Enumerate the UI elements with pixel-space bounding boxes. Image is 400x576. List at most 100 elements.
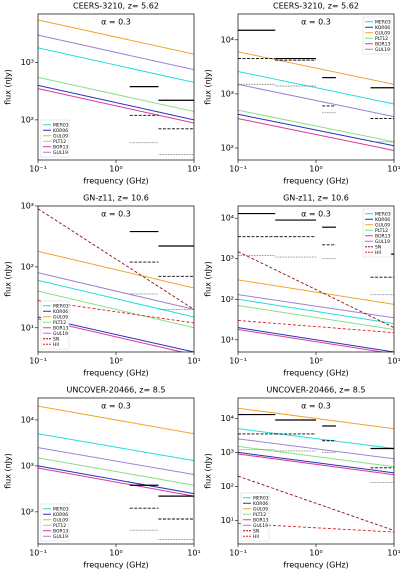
plot-area bbox=[38, 405, 194, 540]
legend-label: KOR06 bbox=[375, 25, 390, 31]
x-tick-label: 10¹ bbox=[187, 165, 200, 174]
series-line bbox=[38, 47, 194, 83]
series-line bbox=[238, 453, 394, 476]
y-tick-label: 10³ bbox=[221, 448, 234, 457]
x-tick-label: 10¹ bbox=[387, 165, 400, 174]
plot-frame bbox=[37, 205, 195, 353]
series-line bbox=[238, 428, 394, 450]
x-tick-label: 10⁰ bbox=[109, 549, 122, 558]
x-axis-label: frequency (GHz) bbox=[83, 177, 148, 186]
legend-label: MER03 bbox=[375, 211, 391, 217]
legend-label: GUL09 bbox=[53, 517, 68, 523]
series-line bbox=[238, 294, 394, 319]
legend-label: HII bbox=[375, 250, 381, 256]
y-axis-label: flux (nJy) bbox=[204, 261, 213, 297]
x-axis-label: frequency (GHz) bbox=[283, 369, 348, 378]
series-line bbox=[38, 272, 194, 310]
series-line bbox=[38, 467, 194, 497]
legend-box bbox=[40, 119, 70, 158]
x-tick-label: 10⁰ bbox=[309, 165, 322, 174]
legend-label: SN bbox=[53, 336, 59, 342]
series-line bbox=[38, 76, 194, 112]
legend-label: GUL09 bbox=[375, 222, 390, 228]
legend-label: SN bbox=[253, 528, 259, 534]
y-axis-label: flux (nJy) bbox=[4, 261, 13, 297]
series-line bbox=[238, 51, 394, 85]
legend-label: MER03 bbox=[53, 506, 69, 512]
series-line bbox=[38, 457, 194, 486]
y-axis-label: flux (nJy) bbox=[4, 69, 13, 105]
legend-label: PLT12 bbox=[53, 320, 66, 326]
series-line bbox=[38, 250, 194, 289]
annotation: α = 0.3 bbox=[101, 210, 131, 219]
x-tick-label: 10⁰ bbox=[309, 357, 322, 366]
panel: CEERS-3210, z= 5.62 frequency (GHz) flux (… bbox=[204, 2, 400, 186]
series-line bbox=[38, 290, 194, 329]
x-tick-label: 10⁰ bbox=[309, 549, 322, 558]
series-line bbox=[238, 328, 386, 352]
x-tick-label: 10⁰ bbox=[109, 357, 122, 366]
legend-box bbox=[40, 300, 70, 350]
x-tick-label: 10¹ bbox=[187, 357, 200, 366]
x-tick-label: 10⁰ bbox=[109, 165, 122, 174]
series-line bbox=[38, 34, 194, 71]
annotation: α = 0.3 bbox=[101, 18, 131, 27]
series-line bbox=[38, 19, 194, 55]
y-tick-label: 10² bbox=[21, 262, 34, 271]
series-line bbox=[238, 279, 394, 305]
series-line bbox=[238, 320, 394, 334]
legend-label: KOR06 bbox=[375, 217, 390, 223]
y-tick-label: 10¹ bbox=[21, 323, 34, 332]
legend-label: BOR13 bbox=[53, 528, 69, 534]
series-line bbox=[38, 88, 194, 124]
legend-label: PLT12 bbox=[253, 512, 266, 518]
legend-label: GUL09 bbox=[53, 133, 68, 139]
legend-box bbox=[40, 503, 70, 542]
legend-label: BOR13 bbox=[253, 517, 269, 523]
x-tick-label: 10⁻¹ bbox=[29, 165, 47, 174]
panel: GN-z11, z= 10.6 frequency (GHz) flux (nJy)… bbox=[4, 194, 201, 378]
series-line bbox=[238, 83, 394, 118]
plot-frame bbox=[237, 13, 395, 161]
plot-area bbox=[238, 407, 394, 533]
y-tick-label: 10⁴ bbox=[221, 214, 234, 223]
legend-box bbox=[362, 16, 392, 55]
legend-label: GUL09 bbox=[53, 314, 68, 320]
legend-label: HII bbox=[253, 534, 259, 540]
legend-label: GUL19 bbox=[375, 239, 390, 245]
y-tick-label: 10³ bbox=[21, 461, 34, 470]
y-axis-label: flux (nJy) bbox=[4, 453, 13, 489]
series-line bbox=[238, 298, 394, 325]
y-tick-label: 10² bbox=[221, 143, 234, 152]
legend-label: MER03 bbox=[253, 495, 269, 501]
series-line bbox=[38, 208, 194, 310]
y-tick-label: 10¹ bbox=[221, 335, 234, 344]
legend-box bbox=[240, 492, 270, 542]
series-line bbox=[38, 465, 194, 495]
panel-title: GN-z11, z= 10.6 bbox=[83, 194, 149, 203]
series-line bbox=[238, 327, 394, 352]
y-tick-label: 10⁴ bbox=[221, 414, 234, 423]
x-tick-label: 10⁻¹ bbox=[29, 357, 47, 366]
legend-label: PLT12 bbox=[53, 523, 66, 529]
legend-label: GUL19 bbox=[53, 331, 68, 337]
panel: UNCOVER-20466, z= 8.5 frequency (GHz) flux… bbox=[204, 386, 400, 570]
plot-frame bbox=[37, 13, 195, 161]
series-line bbox=[38, 433, 194, 462]
panel-title: CEERS-3210, z= 5.62 bbox=[273, 2, 359, 11]
series-line bbox=[38, 447, 194, 475]
plot-frame bbox=[37, 397, 195, 545]
legend-label: SN bbox=[375, 244, 381, 250]
annotation: α = 0.3 bbox=[301, 402, 331, 411]
panel: GN-z11, z= 10.6 frequency (GHz) flux (nJy)… bbox=[204, 194, 400, 378]
legend-label: HII bbox=[53, 342, 59, 348]
y-tick-label: 10³ bbox=[21, 58, 34, 67]
legend-box bbox=[362, 208, 392, 258]
y-tick-label: 10⁴ bbox=[21, 415, 34, 424]
plot-area bbox=[238, 212, 394, 352]
plot-area bbox=[238, 29, 394, 151]
